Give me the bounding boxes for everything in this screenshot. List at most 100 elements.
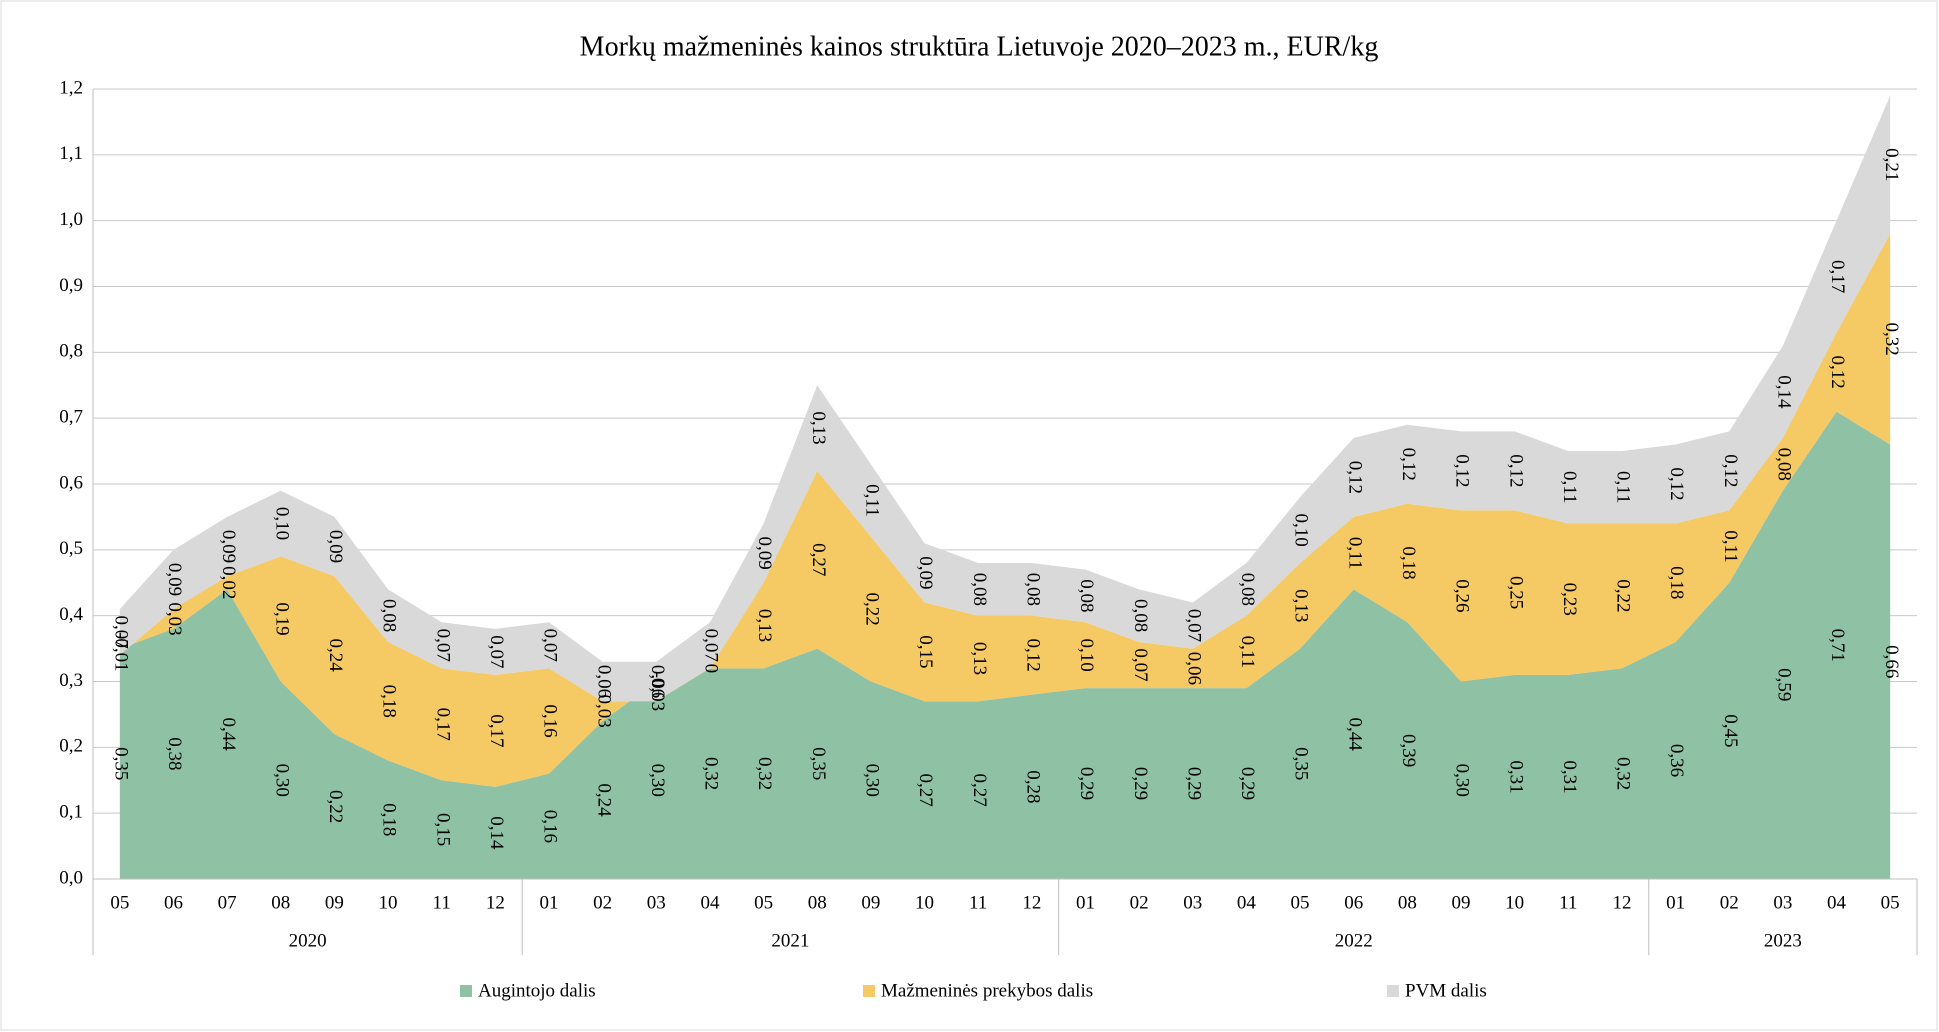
value-label: 0,22 xyxy=(1613,579,1634,612)
value-label: 0,30 xyxy=(647,764,668,797)
value-label: 0,12 xyxy=(1827,355,1848,388)
legend-swatch xyxy=(460,985,472,997)
x-tick-label: 10 xyxy=(1505,892,1524,913)
value-label: 0,25 xyxy=(1505,576,1526,609)
value-label: 0,31 xyxy=(1559,760,1580,793)
value-label: 0,12 xyxy=(1505,454,1526,487)
y-tick-label: 0,0 xyxy=(59,867,83,888)
value-label: 0,18 xyxy=(1666,566,1687,599)
value-label: 0,12 xyxy=(1344,461,1365,494)
value-label: 0,29 xyxy=(1237,767,1258,800)
value-label: 0,08 xyxy=(1076,579,1097,612)
legend-label: Mažmeninės prekybos dalis xyxy=(881,980,1093,1001)
y-tick-label: 1,0 xyxy=(59,209,83,230)
x-tick-label: 04 xyxy=(1237,892,1257,913)
value-label: 0,07 xyxy=(1183,609,1204,642)
value-label: 0,11 xyxy=(1344,537,1365,570)
x-tick-label: 05 xyxy=(110,892,129,913)
value-label: 0,32 xyxy=(1613,757,1634,790)
value-label: 0,32 xyxy=(754,757,775,790)
value-label: 0,03 xyxy=(593,695,614,728)
value-label: 0,45 xyxy=(1720,714,1741,747)
x-tick-label: 12 xyxy=(1612,892,1631,913)
value-label: 0,13 xyxy=(969,642,990,675)
x-tick-label: 07 xyxy=(218,892,237,913)
value-label: 0,02 xyxy=(218,566,239,599)
y-tick-label: 0,5 xyxy=(59,538,83,559)
value-label: -0,01 xyxy=(110,632,131,672)
x-tick-label: 12 xyxy=(1022,892,1041,913)
value-label: 0,32 xyxy=(701,757,722,790)
y-tick-label: 0,6 xyxy=(59,472,83,493)
value-label: 0 xyxy=(701,664,722,674)
value-label: 0,07 xyxy=(540,629,561,662)
value-label: 0,30 xyxy=(862,764,883,797)
x-tick-label: 01 xyxy=(1076,892,1095,913)
value-label: 0,11 xyxy=(862,484,883,517)
value-label: 0,12 xyxy=(1720,454,1741,487)
value-label: 0,31 xyxy=(1505,760,1526,793)
value-label: 0,44 xyxy=(218,718,239,752)
y-tick-label: 0,9 xyxy=(59,275,83,296)
x-tick-label: 09 xyxy=(325,892,344,913)
value-label: 0,06 xyxy=(593,665,614,698)
x-tick-label: 04 xyxy=(1827,892,1847,913)
value-label: 0,06 xyxy=(1183,652,1204,685)
value-label: 0,10 xyxy=(1076,639,1097,672)
x-group-label: 2021 xyxy=(771,930,809,951)
x-group-label: 2020 xyxy=(289,930,327,951)
value-label: 0,71 xyxy=(1827,629,1848,662)
value-label: 0,18 xyxy=(379,685,400,718)
value-label: 0,59 xyxy=(1774,668,1795,701)
value-label: 0,35 xyxy=(110,747,131,780)
value-label: 0,09 xyxy=(754,537,775,570)
value-label: 0,14 xyxy=(1774,375,1795,409)
value-label: 0,08 xyxy=(1774,448,1795,481)
area xyxy=(119,95,1891,702)
area xyxy=(119,233,1891,787)
value-label: 0,08 xyxy=(1237,573,1258,606)
value-label: 0,35 xyxy=(808,747,829,780)
value-label: 0,12 xyxy=(1398,448,1419,481)
value-label: 0,07 xyxy=(1130,648,1151,681)
x-tick-label: 09 xyxy=(1452,892,1471,913)
value-label: 0,12 xyxy=(1666,467,1687,500)
x-tick-label: 02 xyxy=(1720,892,1739,913)
value-label: 0,14 xyxy=(486,816,507,850)
value-label: 0,30 xyxy=(1452,764,1473,797)
value-label: 0,09 xyxy=(164,563,185,596)
x-tick-label: 11 xyxy=(1559,892,1577,913)
x-group-label: 2022 xyxy=(1335,930,1373,951)
x-tick-label: 05 xyxy=(1881,892,1900,913)
value-label: 0,13 xyxy=(1291,589,1312,622)
value-label: 0,16 xyxy=(540,704,561,737)
x-tick-label: 11 xyxy=(969,892,987,913)
value-label: 0,27 xyxy=(808,543,829,576)
value-label: 0,07 xyxy=(486,635,507,668)
x-tick-label: 03 xyxy=(647,892,666,913)
x-tick-label: 10 xyxy=(915,892,934,913)
value-label: 0,11 xyxy=(1720,530,1741,563)
value-label: 0,29 xyxy=(1076,767,1097,800)
value-label: 0,22 xyxy=(862,592,883,625)
value-label: 0,19 xyxy=(271,602,292,635)
x-group-label: 2023 xyxy=(1764,930,1802,951)
x-tick-label: 10 xyxy=(379,892,398,913)
value-label: 0,03 xyxy=(164,602,185,635)
legend-label: PVM dalis xyxy=(1405,980,1487,1001)
y-tick-label: 0,4 xyxy=(59,604,83,625)
y-tick-label: 0,8 xyxy=(59,341,83,362)
y-tick-label: 1,1 xyxy=(59,143,83,164)
value-label: 0,38 xyxy=(164,737,185,770)
x-tick-label: 04 xyxy=(700,892,720,913)
value-label: 0,17 xyxy=(486,714,507,747)
value-label: 0,23 xyxy=(1559,583,1580,616)
value-label: 0,18 xyxy=(379,803,400,836)
value-label: 0,26 xyxy=(1452,579,1473,612)
y-tick-label: 0,3 xyxy=(59,670,83,691)
value-label: 0,15 xyxy=(915,635,936,668)
x-tick-label: 03 xyxy=(1773,892,1792,913)
x-tick-label: 12 xyxy=(486,892,505,913)
value-label: 0,36 xyxy=(1666,744,1687,777)
